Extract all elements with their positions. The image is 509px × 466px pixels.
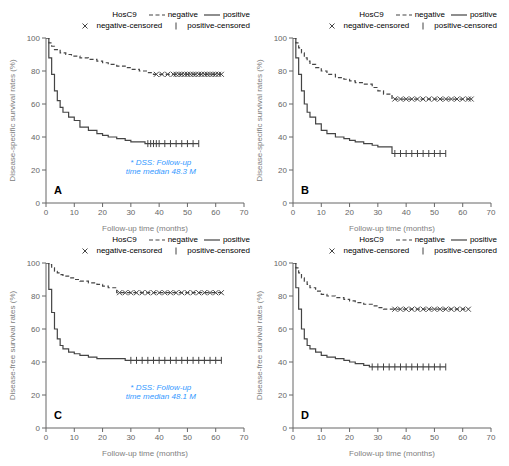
html-text:* DSS: Follow-up time median 4: * DSS: Follow-up time median 48.3 M bbox=[125, 157, 196, 176]
html-text:C: C bbox=[53, 409, 62, 422]
svg-text:60: 60 bbox=[458, 433, 467, 442]
svg-text:0: 0 bbox=[36, 199, 41, 208]
svg-text:100: 100 bbox=[274, 259, 288, 268]
svg-text:60: 60 bbox=[278, 100, 287, 109]
svg-text:70: 70 bbox=[487, 208, 496, 217]
svg-text:10: 10 bbox=[317, 208, 326, 217]
svg-text:60: 60 bbox=[278, 325, 287, 334]
svg-text:100: 100 bbox=[274, 34, 288, 43]
html-text:HosC9: HosC9 bbox=[359, 235, 384, 244]
svg-text:Follow-up time (months): Follow-up time (months) bbox=[102, 224, 188, 233]
html-text:positive-censored: positive-censored bbox=[434, 21, 497, 30]
svg-text:30: 30 bbox=[373, 208, 382, 217]
html-text:positive: positive bbox=[469, 10, 497, 19]
svg-text:50: 50 bbox=[183, 208, 192, 217]
html-text:B: B bbox=[300, 184, 309, 197]
html-text:negative: negative bbox=[414, 10, 445, 19]
svg-text:0: 0 bbox=[283, 424, 288, 433]
svg-text:0: 0 bbox=[44, 208, 49, 217]
html-text:positive-censored: positive-censored bbox=[187, 21, 250, 30]
svg-text:50: 50 bbox=[430, 433, 439, 442]
svg-text:Disease-free survival rates (%: Disease-free survival rates (%) bbox=[255, 290, 264, 400]
svg-text:0: 0 bbox=[291, 208, 296, 217]
html-text:A: A bbox=[53, 184, 62, 197]
svg-text:10: 10 bbox=[70, 208, 79, 217]
svg-text:40: 40 bbox=[402, 433, 411, 442]
svg-text:40: 40 bbox=[278, 133, 287, 142]
svg-text:20: 20 bbox=[98, 433, 107, 442]
svg-text:20: 20 bbox=[31, 166, 40, 175]
svg-text:70: 70 bbox=[240, 208, 249, 217]
svg-text:Follow-up time (months): Follow-up time (months) bbox=[102, 449, 188, 458]
svg-text:10: 10 bbox=[70, 433, 79, 442]
svg-text:20: 20 bbox=[31, 391, 40, 400]
svg-text:10: 10 bbox=[317, 433, 326, 442]
svg-text:60: 60 bbox=[211, 433, 220, 442]
svg-text:30: 30 bbox=[126, 433, 135, 442]
html-text:* DSS: Follow-up time median 4: * DSS: Follow-up time median 48.1 M bbox=[125, 382, 196, 401]
svg-text:50: 50 bbox=[430, 208, 439, 217]
svg-text:100: 100 bbox=[27, 34, 41, 43]
svg-text:Disease-free survival rates (%: Disease-free survival rates (%) bbox=[8, 290, 17, 400]
html-text:HosC9: HosC9 bbox=[112, 10, 137, 19]
html-text:negative-censored: negative-censored bbox=[96, 246, 163, 255]
html-text:positive: positive bbox=[222, 10, 250, 19]
svg-text:40: 40 bbox=[31, 133, 40, 142]
svg-text:80: 80 bbox=[31, 292, 40, 301]
svg-text:40: 40 bbox=[155, 433, 164, 442]
svg-text:70: 70 bbox=[240, 433, 249, 442]
svg-text:60: 60 bbox=[458, 208, 467, 217]
svg-text:40: 40 bbox=[402, 208, 411, 217]
svg-text:50: 50 bbox=[183, 433, 192, 442]
svg-text:Follow-up time (months): Follow-up time (months) bbox=[349, 224, 435, 233]
svg-text:0: 0 bbox=[291, 433, 296, 442]
svg-text:20: 20 bbox=[345, 208, 354, 217]
html-text:positive: positive bbox=[469, 235, 497, 244]
svg-text:40: 40 bbox=[31, 358, 40, 367]
svg-text:40: 40 bbox=[155, 208, 164, 217]
html-text:HosC9: HosC9 bbox=[112, 235, 137, 244]
html-text:negative: negative bbox=[414, 235, 445, 244]
html-text:D: D bbox=[300, 409, 309, 422]
svg-text:Disease-specific survival rate: Disease-specific survival rates (%) bbox=[8, 59, 17, 182]
svg-text:Disease-specific survival rate: Disease-specific survival rates (%) bbox=[255, 59, 264, 182]
svg-text:20: 20 bbox=[98, 208, 107, 217]
html-text:positive: positive bbox=[222, 235, 250, 244]
html-text:negative: negative bbox=[167, 235, 198, 244]
svg-text:20: 20 bbox=[278, 166, 287, 175]
html-text:negative: negative bbox=[167, 10, 198, 19]
svg-text:80: 80 bbox=[31, 67, 40, 76]
svg-text:0: 0 bbox=[36, 424, 41, 433]
svg-text:80: 80 bbox=[278, 67, 287, 76]
svg-text:30: 30 bbox=[126, 208, 135, 217]
svg-text:80: 80 bbox=[278, 292, 287, 301]
svg-text:60: 60 bbox=[31, 325, 40, 334]
html-text:positive-censored: positive-censored bbox=[187, 246, 250, 255]
html-text:positive-censored: positive-censored bbox=[434, 246, 497, 255]
html-text:HosC9: HosC9 bbox=[359, 10, 384, 19]
svg-text:60: 60 bbox=[31, 100, 40, 109]
svg-text:0: 0 bbox=[283, 199, 288, 208]
svg-text:0: 0 bbox=[44, 433, 49, 442]
svg-text:100: 100 bbox=[27, 259, 41, 268]
svg-text:60: 60 bbox=[211, 208, 220, 217]
svg-text:Follow-up time (months): Follow-up time (months) bbox=[349, 449, 435, 458]
svg-text:70: 70 bbox=[487, 433, 496, 442]
html-text:negative-censored: negative-censored bbox=[343, 21, 410, 30]
svg-text:20: 20 bbox=[278, 391, 287, 400]
svg-text:40: 40 bbox=[278, 358, 287, 367]
html-text:negative-censored: negative-censored bbox=[343, 246, 410, 255]
svg-text:30: 30 bbox=[373, 433, 382, 442]
html-text:negative-censored: negative-censored bbox=[96, 21, 163, 30]
svg-text:20: 20 bbox=[345, 433, 354, 442]
